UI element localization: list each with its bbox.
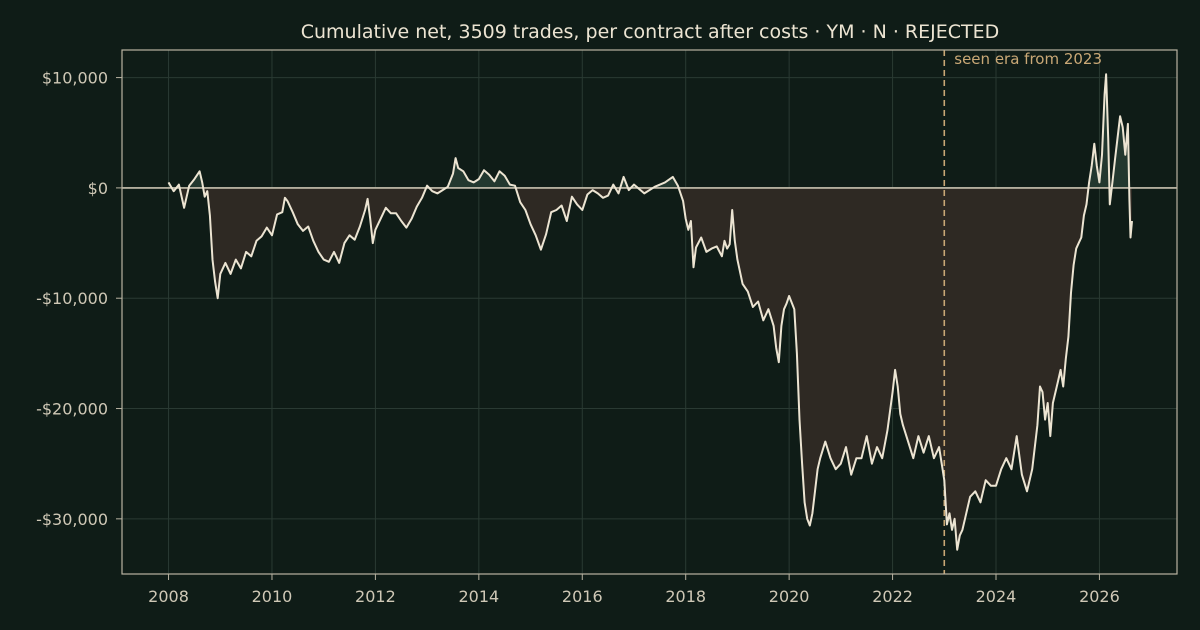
- series-path: [167, 73, 1133, 551]
- annotation-label: seen era from 2023: [954, 50, 1102, 68]
- x-tick-label: 2020: [769, 587, 810, 606]
- y-tick-label: -$30,000: [36, 510, 108, 529]
- x-tick-label: 2026: [1079, 587, 1120, 606]
- series-line: [167, 73, 1133, 551]
- axes-border: [121, 49, 1178, 575]
- x-tick-label: 2012: [355, 587, 396, 606]
- y-tick-label: -$20,000: [36, 400, 108, 419]
- x-tick-label: 2014: [458, 587, 499, 606]
- x-axis: 2008 2010 2012 2014 2016 2018 2020 2022 2024 2026: [148, 574, 1120, 606]
- axes-frame: [121, 49, 1178, 575]
- y-tick-label: -$10,000: [36, 289, 108, 308]
- x-tick-label: 2010: [252, 587, 293, 606]
- area-fill: [168, 74, 1132, 550]
- x-tick-label: 2022: [872, 587, 913, 606]
- area-below-zero: [168, 187, 1132, 550]
- y-tick-label: $10,000: [42, 69, 108, 88]
- x-tick-label: 2016: [562, 587, 603, 606]
- x-tick-label: 2024: [976, 587, 1017, 606]
- x-tick-label: 2018: [665, 587, 706, 606]
- annotation: seen era from 2023: [943, 50, 1102, 574]
- y-axis: $10,000 $0 -$10,000 -$20,000 -$30,000: [36, 69, 122, 529]
- y-tick-label: $0: [88, 179, 108, 198]
- x-tick-label: 2008: [148, 587, 189, 606]
- chart-title: Cumulative net, 3509 trades, per contrac…: [301, 21, 1000, 43]
